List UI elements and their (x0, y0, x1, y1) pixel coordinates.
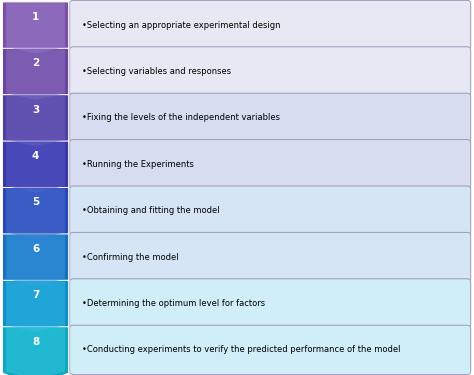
Polygon shape (2, 2, 69, 61)
Text: •Selecting variables and responses: •Selecting variables and responses (82, 67, 231, 76)
Text: •Conducting experiments to verify the predicted performance of the model: •Conducting experiments to verify the pr… (82, 345, 401, 354)
Polygon shape (6, 235, 65, 285)
Polygon shape (2, 141, 69, 201)
Text: 7: 7 (32, 290, 39, 300)
Polygon shape (6, 189, 65, 239)
Polygon shape (6, 50, 65, 100)
FancyBboxPatch shape (70, 140, 471, 189)
Polygon shape (2, 234, 69, 293)
Text: •Obtaining and fitting the model: •Obtaining and fitting the model (82, 206, 219, 215)
Text: •Confirming the model: •Confirming the model (82, 253, 179, 262)
Polygon shape (6, 328, 65, 375)
Text: 3: 3 (32, 105, 39, 114)
Polygon shape (2, 280, 69, 340)
Text: •Fixing the levels of the independent variables: •Fixing the levels of the independent va… (82, 113, 280, 122)
Text: •Selecting an appropriate experimental design: •Selecting an appropriate experimental d… (82, 21, 281, 30)
Polygon shape (6, 96, 65, 146)
Polygon shape (2, 48, 69, 108)
Text: •Running the Experiments: •Running the Experiments (82, 160, 194, 169)
Polygon shape (2, 95, 69, 154)
FancyBboxPatch shape (70, 0, 471, 50)
Text: 6: 6 (32, 244, 39, 254)
Polygon shape (2, 188, 69, 247)
FancyBboxPatch shape (70, 47, 471, 96)
Text: •Determining the optimum level for factors: •Determining the optimum level for facto… (82, 299, 265, 308)
Polygon shape (6, 281, 65, 332)
Text: 5: 5 (32, 197, 39, 207)
FancyBboxPatch shape (70, 325, 471, 375)
Text: 2: 2 (32, 58, 39, 68)
Text: 4: 4 (32, 151, 39, 161)
Text: 1: 1 (32, 12, 39, 22)
FancyBboxPatch shape (70, 232, 471, 282)
FancyBboxPatch shape (70, 186, 471, 236)
Text: 8: 8 (32, 337, 39, 346)
Polygon shape (2, 327, 69, 375)
FancyBboxPatch shape (70, 93, 471, 142)
Polygon shape (6, 142, 65, 193)
FancyBboxPatch shape (70, 279, 471, 328)
Polygon shape (6, 3, 65, 54)
